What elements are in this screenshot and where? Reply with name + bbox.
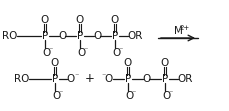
Text: O: O	[53, 91, 61, 101]
Text: P: P	[124, 74, 131, 84]
Text: O: O	[104, 74, 113, 84]
Text: O: O	[58, 31, 66, 41]
Text: P: P	[111, 31, 118, 41]
Text: O: O	[41, 15, 49, 25]
Text: O: O	[78, 48, 86, 58]
Text: O: O	[123, 58, 131, 68]
Text: OR: OR	[177, 74, 192, 84]
Text: RO: RO	[2, 31, 18, 41]
Text: RO: RO	[14, 74, 30, 84]
Text: +: +	[85, 72, 95, 85]
Text: 2+: 2+	[179, 25, 189, 31]
Text: O: O	[43, 48, 51, 58]
Text: P: P	[52, 74, 58, 84]
Text: O: O	[142, 74, 150, 84]
Text: ⁻: ⁻	[83, 46, 88, 55]
Text: ⁻: ⁻	[74, 71, 79, 80]
Text: ⁻: ⁻	[131, 88, 136, 97]
Text: O: O	[67, 74, 75, 84]
Text: P: P	[161, 74, 167, 84]
Text: ⁻: ⁻	[101, 71, 106, 80]
Text: ⁻: ⁻	[59, 88, 63, 97]
Text: ⁻: ⁻	[168, 88, 172, 97]
Text: ⁻: ⁻	[118, 46, 123, 55]
Text: O: O	[112, 48, 121, 58]
Text: O: O	[162, 91, 170, 101]
Text: O: O	[76, 15, 84, 25]
Text: ⁻: ⁻	[49, 46, 53, 55]
Text: O: O	[125, 91, 134, 101]
Text: O: O	[51, 58, 59, 68]
Text: O: O	[110, 15, 119, 25]
Text: P: P	[42, 31, 48, 41]
Text: O: O	[93, 31, 101, 41]
Text: OR: OR	[127, 31, 142, 41]
Text: M: M	[173, 26, 182, 36]
Text: O: O	[160, 58, 168, 68]
Text: P: P	[76, 31, 83, 41]
